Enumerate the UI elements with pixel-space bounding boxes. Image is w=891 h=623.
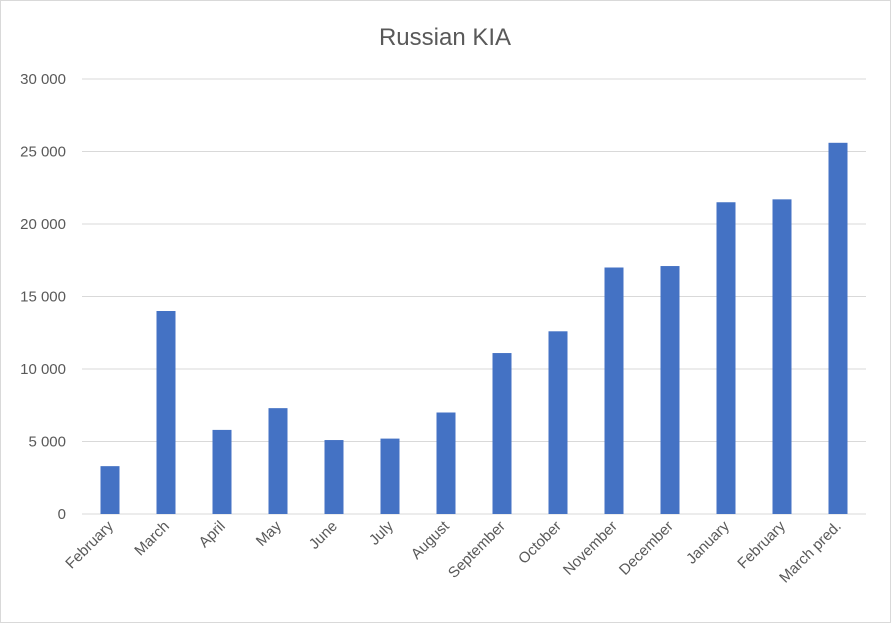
bar (100, 466, 120, 514)
x-category-label: October (515, 518, 565, 568)
bar (268, 408, 288, 514)
bars (100, 142, 848, 515)
y-tick-label: 15 000 (20, 289, 66, 306)
bar (212, 429, 232, 514)
y-tick-label: 10 000 (20, 361, 66, 378)
gridlines (82, 78, 866, 515)
x-category-label: September (445, 518, 509, 582)
x-axis-category-labels: February March April May June July AugustSepte… (62, 517, 844, 586)
x-category-label: January (683, 517, 733, 567)
bar (828, 142, 848, 515)
chart-title: Russian KIA (379, 24, 511, 51)
x-category-label: May (253, 517, 285, 549)
y-axis-tick-labels: 0 5 000 10 000 15 000 20 000 25 000 30 000 (20, 71, 66, 523)
y-tick-label: 0 (58, 506, 66, 523)
bar (716, 202, 736, 514)
bar (548, 331, 568, 514)
bar (436, 412, 456, 514)
bar (380, 438, 400, 514)
y-tick-label: 20 000 (20, 216, 66, 233)
y-tick-label: 5 000 (28, 434, 66, 451)
x-category-label: February (734, 517, 789, 572)
x-category-label: February (62, 517, 117, 572)
y-tick-label: 25 000 (20, 144, 66, 161)
bar (604, 267, 624, 514)
x-category-label: June (306, 518, 341, 553)
y-tick-label: 30 000 (20, 71, 66, 88)
x-category-label: April (196, 518, 229, 551)
x-category-label: December (616, 518, 677, 579)
bar (492, 353, 512, 514)
x-category-label: July (366, 517, 397, 548)
x-category-label: March (131, 518, 172, 559)
bar (772, 199, 792, 514)
bar (324, 440, 344, 514)
x-category-label: November (560, 518, 621, 579)
bar (156, 311, 176, 514)
bar (660, 266, 680, 514)
x-category-label: August (408, 517, 454, 563)
